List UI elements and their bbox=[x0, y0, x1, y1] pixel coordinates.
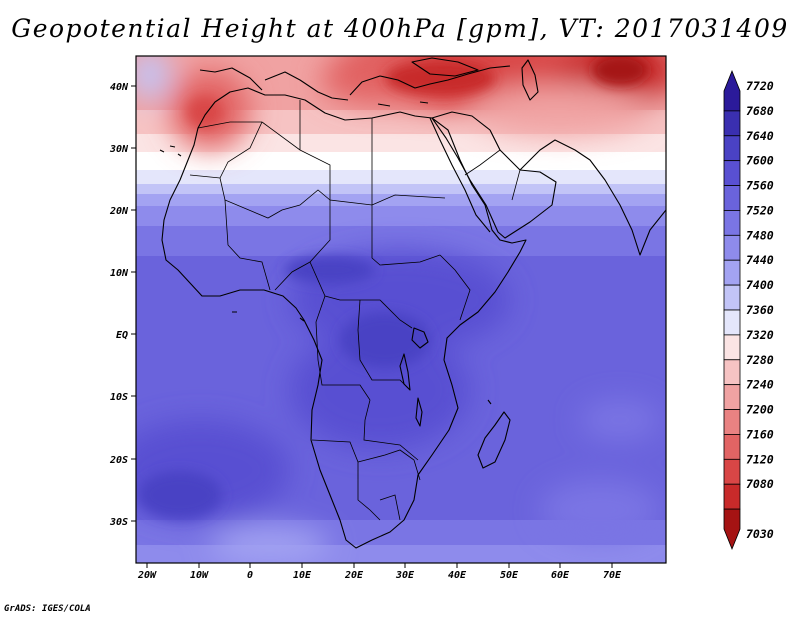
colorbar-swatch bbox=[723, 210, 741, 236]
colorbar-swatch bbox=[723, 309, 741, 336]
colorbar-label: 7600 bbox=[746, 154, 774, 168]
colorbar-label: 7120 bbox=[746, 452, 774, 466]
colorbar-label: 7440 bbox=[746, 253, 774, 267]
axis-ticks bbox=[131, 85, 613, 568]
lon-label: 20W bbox=[137, 570, 157, 581]
colorbar-label: 7200 bbox=[746, 403, 774, 417]
colorbar-label: 7480 bbox=[746, 228, 774, 242]
lat-label: 20S bbox=[109, 455, 128, 466]
lon-label: 20E bbox=[344, 570, 364, 581]
colorbar-label: 7720 bbox=[746, 79, 774, 93]
colorbar-label: 7030 bbox=[746, 527, 774, 541]
colorbar-label: 7680 bbox=[746, 104, 774, 118]
lon-label: 40E bbox=[448, 570, 467, 581]
lat-label: 30N bbox=[109, 144, 129, 155]
colorbar-swatch bbox=[723, 160, 741, 186]
colorbar-label: 7360 bbox=[746, 303, 774, 317]
colorbar-swatch bbox=[723, 359, 741, 386]
lat-label: 40N bbox=[110, 82, 129, 93]
height-field bbox=[136, 56, 666, 563]
colorbar-swatch bbox=[723, 284, 741, 311]
lon-label: 10W bbox=[190, 570, 209, 581]
colorbar-label: 7080 bbox=[746, 477, 774, 491]
colorbar-swatch bbox=[723, 458, 741, 485]
lat-label: 30S bbox=[109, 517, 128, 528]
country-borders bbox=[189, 100, 521, 521]
colorbar-swatch bbox=[723, 110, 741, 137]
colorbar-swatch bbox=[723, 409, 741, 435]
page-title: Geopotential Height at 400hPa [gpm], VT:… bbox=[11, 14, 789, 43]
lat-labels: 40N 30N 20N 10N EQ 10S 20S 30S bbox=[109, 82, 129, 528]
lon-label: 50E bbox=[500, 570, 519, 581]
colorbar-label: 7400 bbox=[746, 278, 774, 292]
colorbar-swatch bbox=[723, 135, 741, 162]
lon-label: 30E bbox=[395, 570, 415, 581]
coastlines bbox=[159, 57, 666, 549]
lon-label: 60E bbox=[551, 570, 570, 581]
lon-label: 10E bbox=[293, 570, 312, 581]
lat-label: EQ bbox=[116, 330, 128, 341]
map-plot bbox=[136, 56, 666, 563]
colorbar-swatch bbox=[723, 334, 741, 361]
colorbar-swatch bbox=[723, 384, 741, 410]
colorbar-label: 7640 bbox=[746, 129, 774, 143]
colorbar-bottom-arrow bbox=[723, 508, 741, 551]
lat-label: 10N bbox=[110, 268, 129, 279]
colorbar-label: 7240 bbox=[746, 378, 774, 392]
lon-label: 70E bbox=[603, 570, 622, 581]
colorbar-swatch bbox=[723, 234, 741, 261]
lat-label: 20N bbox=[109, 206, 129, 217]
lon-label: 0 bbox=[247, 570, 253, 581]
lat-label: 10S bbox=[110, 392, 128, 403]
colorbar-swatch bbox=[723, 434, 741, 460]
grads-credit: GrADS: IGES/COLA bbox=[4, 604, 91, 614]
colorbar-swatch bbox=[723, 259, 741, 286]
colorbar-swatch bbox=[723, 185, 741, 211]
map-frame bbox=[135, 55, 667, 564]
colorbar-label: 7280 bbox=[746, 353, 774, 367]
colorbar-label: 7520 bbox=[746, 203, 774, 217]
colorbar-label: 7160 bbox=[746, 427, 774, 441]
lon-labels: 20W 10W 0 10E 20E 30E 40E 50E 60E 70E bbox=[137, 570, 622, 581]
colorbar-label: 7560 bbox=[746, 179, 774, 193]
colorbar: 7720 7680 7640 7600 7560 7520 7480 7440 7400 7360… bbox=[723, 69, 774, 551]
colorbar-top-arrow bbox=[723, 69, 741, 112]
colorbar-label: 7320 bbox=[746, 328, 774, 342]
colorbar-swatch bbox=[723, 483, 741, 510]
